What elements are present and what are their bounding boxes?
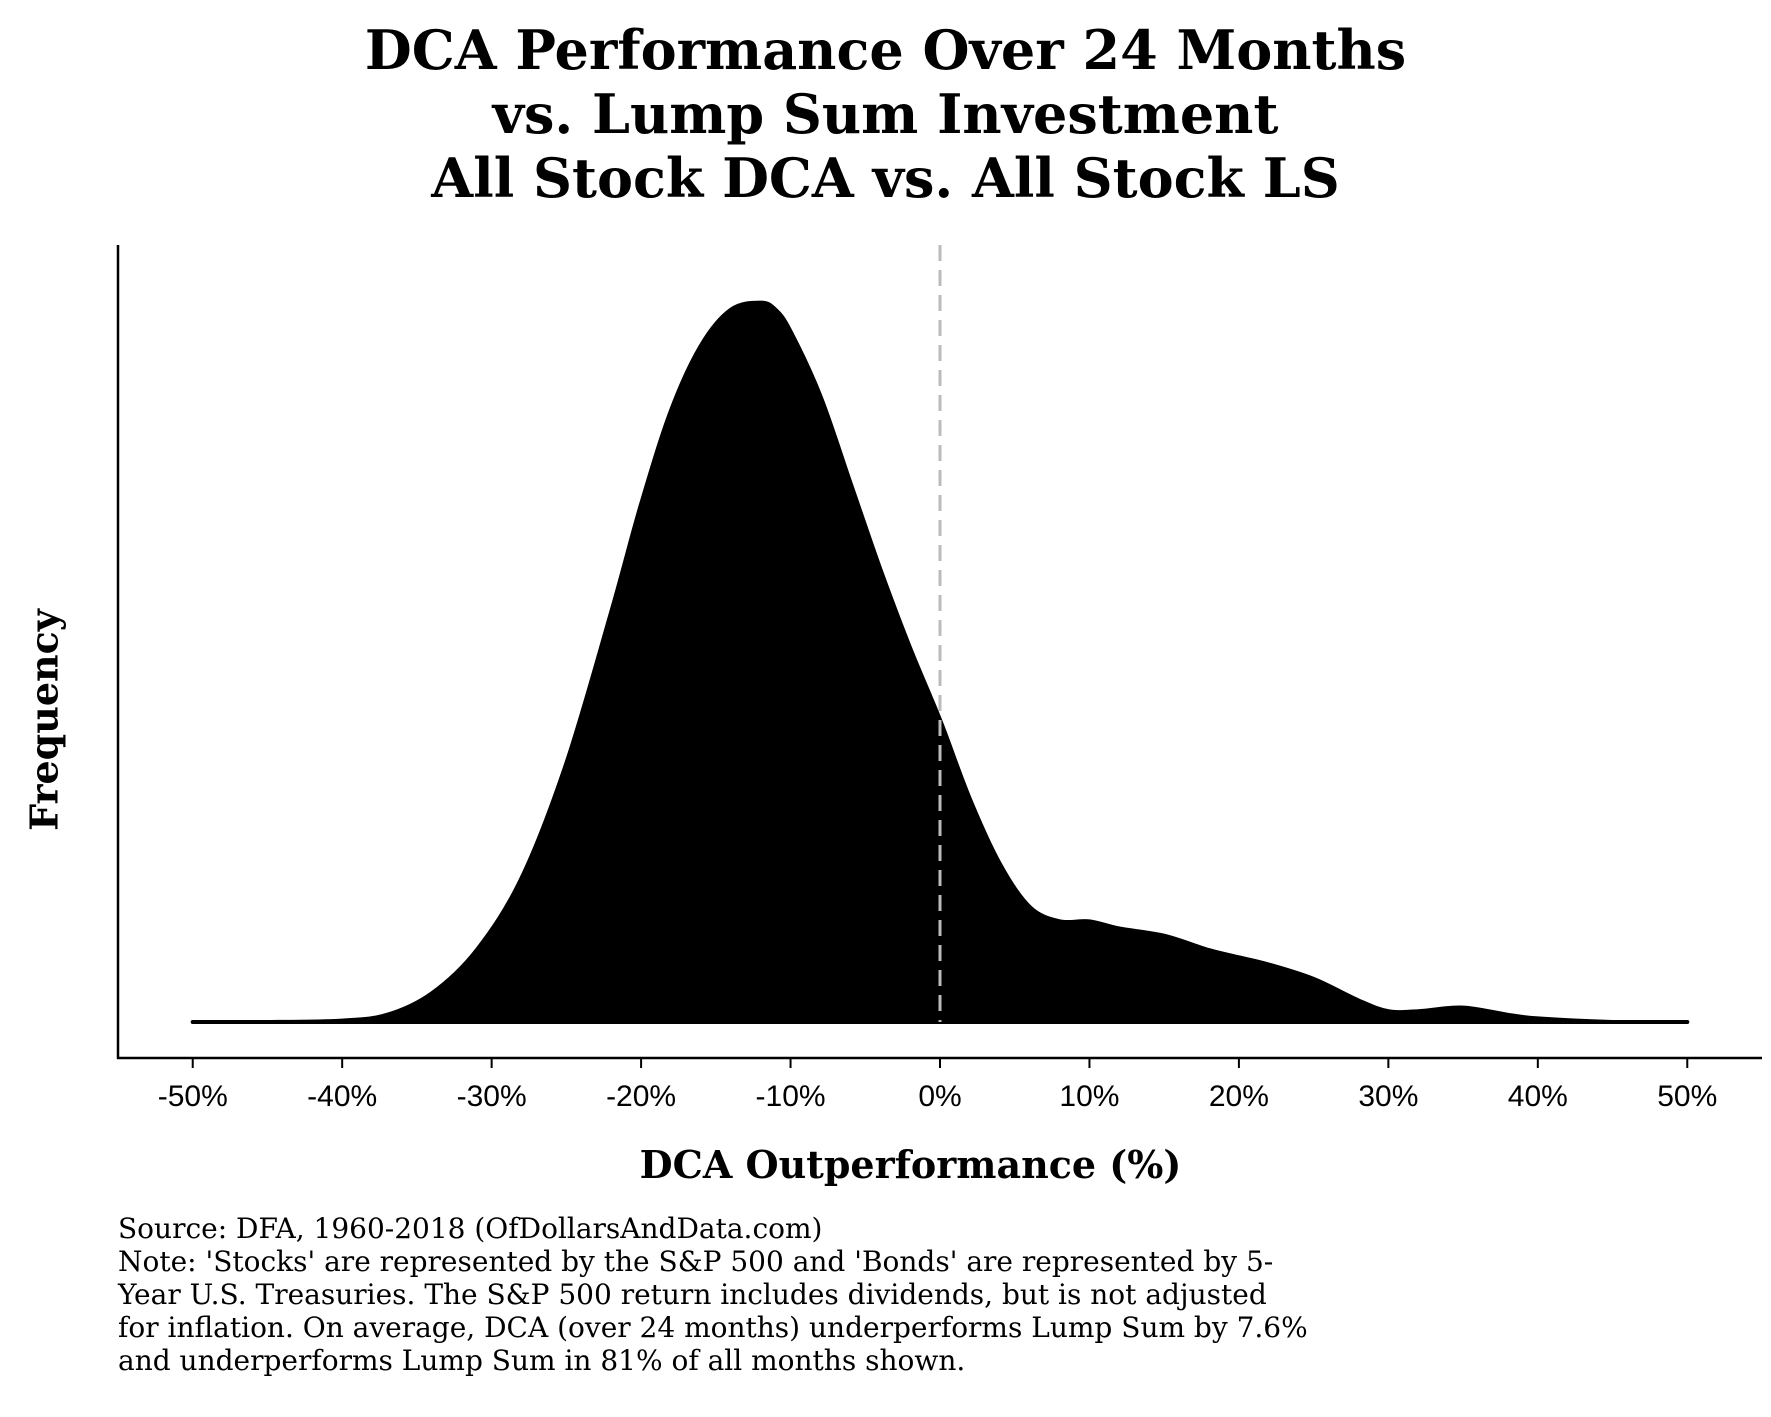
source-note: Source: DFA, 1960-2018 (OfDollarsAndData… <box>118 1212 1758 1377</box>
title-line-2: vs. Lump Sum Investment <box>492 82 1279 146</box>
title-line-3: All Stock DCA vs. All Stock LS <box>431 146 1340 210</box>
note-line-2: Year U.S. Treasuries. The S&P 500 return… <box>118 1278 1267 1311</box>
x-tick-label: 20% <box>1209 1080 1269 1113</box>
x-tick-label: 10% <box>1059 1080 1119 1113</box>
x-tick-label: -30% <box>457 1080 527 1113</box>
x-tick-label: -50% <box>158 1080 228 1113</box>
x-tick-label: 0% <box>918 1080 961 1113</box>
x-tick-label: 40% <box>1508 1080 1568 1113</box>
x-tick-label: -40% <box>307 1080 377 1113</box>
x-axis-label: DCA Outperformance (%) <box>639 1142 1182 1187</box>
x-tick-label: 50% <box>1657 1080 1717 1113</box>
note-line-3: for inflation. On average, DCA (over 24 … <box>118 1311 1308 1344</box>
x-tick-label: -10% <box>756 1080 826 1113</box>
y-axis-label: Frequency <box>21 609 67 831</box>
x-tick-label: -20% <box>606 1080 676 1113</box>
chart-title: DCA Performance Over 24 Months vs. Lump … <box>0 18 1771 210</box>
note-line-1: Note: 'Stocks' are represented by the S&… <box>118 1245 1274 1278</box>
note-line-4: and underperforms Lump Sum in 81% of all… <box>118 1344 966 1377</box>
source-line: Source: DFA, 1960-2018 (OfDollarsAndData… <box>118 1212 823 1245</box>
x-tick-label: 30% <box>1358 1080 1418 1113</box>
x-axis-ticks: -50% -40% -30% -20% -10% 0% 10% 20% 30% 40% 50% <box>158 1058 1717 1113</box>
density-area <box>190 300 1690 1024</box>
title-line-1: DCA Performance Over 24 Months <box>364 18 1407 82</box>
